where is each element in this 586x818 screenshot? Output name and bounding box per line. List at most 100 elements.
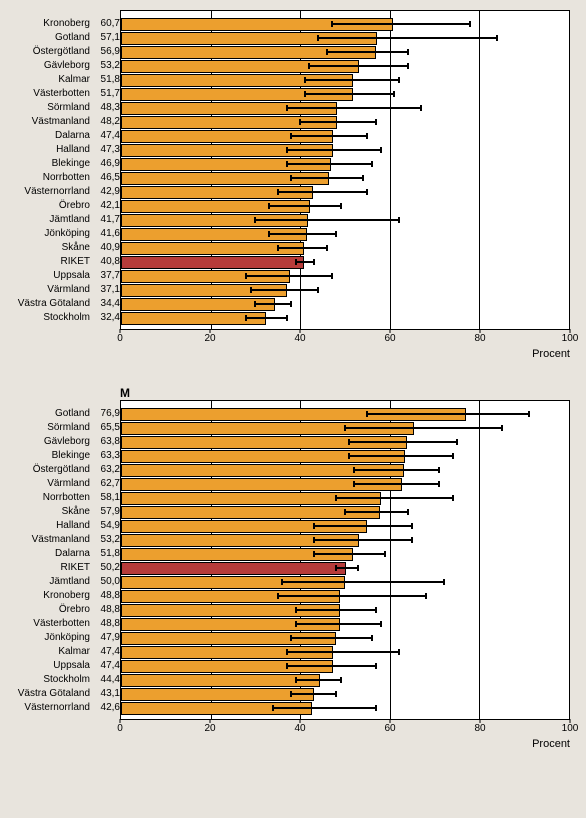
error-bar (255, 219, 398, 221)
chart-1: MGotland76,9Sörmland65,5Gävleborg63,8Ble… (12, 400, 574, 760)
region-name: Blekinge (52, 450, 90, 461)
error-cap (335, 565, 337, 571)
bar (121, 506, 380, 519)
y-label: Sörmland48,3 (47, 101, 120, 114)
bar (121, 688, 314, 701)
error-bar (314, 553, 386, 555)
error-bar (296, 609, 377, 611)
bar-row (121, 284, 569, 297)
error-cap (375, 119, 377, 125)
x-tick-label: 0 (117, 723, 123, 734)
region-value: 58,1 (96, 492, 120, 503)
region-name: Västerbotten (33, 88, 90, 99)
region-value: 50,2 (96, 562, 120, 573)
error-cap (290, 691, 292, 697)
error-cap (313, 523, 315, 529)
error-cap (375, 607, 377, 613)
bar-row (121, 74, 569, 87)
region-value: 32,4 (96, 312, 120, 323)
region-name: Örebro (59, 604, 90, 615)
panel-title: M (120, 386, 130, 400)
y-label: Norrbotten46,5 (43, 171, 120, 184)
bar-highlight (121, 256, 304, 269)
region-value: 42,9 (96, 186, 120, 197)
error-cap (313, 551, 315, 557)
error-cap (362, 175, 364, 181)
region-value: 54,9 (96, 520, 120, 531)
error-bar (246, 275, 331, 277)
y-label: Skåne57,9 (62, 505, 120, 518)
region-value: 44,4 (96, 674, 120, 685)
y-label: Uppsala47,4 (53, 659, 120, 672)
error-cap (290, 175, 292, 181)
y-label: Jönköping41,6 (44, 227, 120, 240)
region-value: 47,9 (96, 632, 120, 643)
error-cap (501, 425, 503, 431)
bar-row (121, 186, 569, 199)
error-cap (348, 439, 350, 445)
error-cap (331, 21, 333, 27)
region-name: Värmland (47, 478, 90, 489)
error-bar (318, 37, 497, 39)
bar-highlight (121, 562, 346, 575)
region-value: 48,2 (96, 116, 120, 127)
error-cap (335, 691, 337, 697)
bar-row (121, 618, 569, 631)
error-cap (393, 91, 395, 97)
y-label: Blekinge46,9 (52, 157, 120, 170)
error-bar (345, 427, 502, 429)
y-label: Stockholm44,4 (43, 673, 120, 686)
bar-row (121, 242, 569, 255)
error-cap (420, 105, 422, 111)
error-cap (398, 649, 400, 655)
error-bar (287, 163, 372, 165)
y-label: Gävleborg63,8 (44, 435, 120, 448)
bar (121, 674, 320, 687)
region-name: Östergötland (33, 46, 90, 57)
y-label: Skåne40,9 (62, 241, 120, 254)
x-axis: 020406080100Procent (120, 330, 570, 365)
bar-row (121, 200, 569, 213)
error-cap (348, 453, 350, 459)
x-tick-label: 100 (562, 333, 579, 344)
y-label: Gävleborg53,2 (44, 59, 120, 72)
y-label: Gotland76,9 (55, 407, 120, 420)
region-value: 51,8 (96, 548, 120, 559)
error-cap (254, 301, 256, 307)
region-value: 42,1 (96, 200, 120, 211)
bar-row (121, 576, 569, 589)
error-cap (286, 649, 288, 655)
region-value: 53,2 (96, 534, 120, 545)
bar-row (121, 256, 569, 269)
bar-row (121, 144, 569, 157)
x-tick-label: 20 (204, 723, 215, 734)
error-cap (326, 245, 328, 251)
region-name: Dalarna (55, 130, 90, 141)
region-value: 76,9 (96, 408, 120, 419)
error-bar (291, 135, 367, 137)
x-tick-label: 60 (384, 723, 395, 734)
y-label: Västmanland 48,2 (32, 115, 120, 128)
y-label: Västra Götaland43,1 (18, 687, 120, 700)
bar-row (121, 116, 569, 129)
error-cap (281, 579, 283, 585)
error-bar (287, 665, 377, 667)
error-bar (336, 497, 452, 499)
error-bar (332, 23, 471, 25)
bar (121, 298, 275, 311)
bar-row (121, 436, 569, 449)
bar-row (121, 688, 569, 701)
error-bar (314, 525, 413, 527)
y-label-column: Kronoberg60,7Gotland57,1Östergötland56,9… (12, 10, 120, 330)
region-name: Halland (56, 520, 90, 531)
error-cap (366, 189, 368, 195)
x-axis: 020406080100Procent (120, 720, 570, 755)
x-tick-label: 100 (562, 723, 579, 734)
bar-row (121, 604, 569, 617)
region-value: 47,3 (96, 144, 120, 155)
error-cap (272, 705, 274, 711)
error-cap (295, 607, 297, 613)
error-bar (354, 469, 439, 471)
region-name: Västmanland (32, 116, 90, 127)
error-bar (296, 623, 381, 625)
